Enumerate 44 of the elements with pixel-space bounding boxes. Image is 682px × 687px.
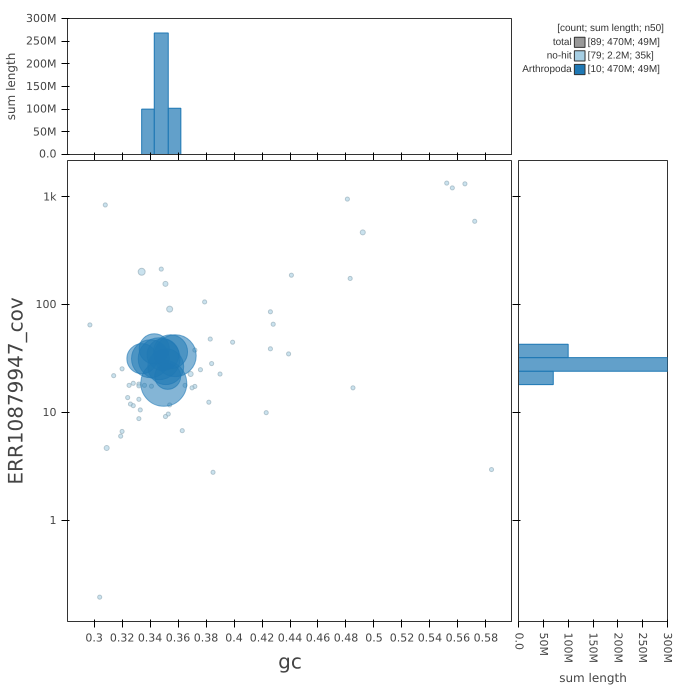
y-tick-label: 1k <box>43 190 58 204</box>
x-tick-label: 200M <box>611 632 624 663</box>
x-tick-label: 0.42 <box>250 632 274 644</box>
x-tick-label: 0.52 <box>390 632 414 644</box>
legend-label: total <box>552 36 572 48</box>
y-tick-label: 250M <box>26 34 57 48</box>
x-tick-label: 0.46 <box>306 632 330 644</box>
x-tick-label: 0.54 <box>418 632 442 644</box>
x-tick-label: 0.38 <box>194 632 218 644</box>
y-tick-label: 300M <box>26 12 57 25</box>
x-tick-label: 0.48 <box>334 632 358 644</box>
legend-title: [count; sum length; n50] <box>557 23 664 34</box>
text: [89; 470M; 49M] <box>588 36 660 48</box>
y-axis-title: ERR10879947_cov <box>4 297 28 485</box>
text: [10; 470M; 49M] <box>588 64 660 75</box>
x-tick-label: 150M <box>586 632 600 663</box>
x-axis-title: sum length <box>559 670 627 685</box>
x-tick-label: 0.5 <box>365 632 383 644</box>
x-tick-label: 0.0 <box>512 632 526 650</box>
y-tick-label: 150M <box>26 80 57 93</box>
x-tick-label: 50M <box>536 632 550 656</box>
x-tick-label: 300M <box>661 632 674 663</box>
y-tick-label: 100M <box>26 102 57 116</box>
x-tick-label: 0.34 <box>138 632 162 644</box>
x-tick-label: 0.3 <box>85 632 103 644</box>
y-tick-label: 10 <box>42 406 57 420</box>
y-tick-label: 100 <box>36 298 57 312</box>
x-tick-label: 0.4 <box>225 632 243 644</box>
y-tick-label: 50M <box>33 125 57 138</box>
x-axis-title: gc <box>278 650 302 674</box>
x-tick-label: 100M <box>562 632 575 663</box>
text: [79; 2.2M; 35k] <box>588 50 654 62</box>
x-tick-label: 0.32 <box>110 632 134 644</box>
y-tick-label: 1 <box>50 514 56 528</box>
legend-label: Arthropoda <box>522 64 572 75</box>
legend-label: no-hit <box>546 50 572 62</box>
x-tick-label: 0.44 <box>278 632 302 644</box>
y-axis-title: sum length <box>4 52 18 120</box>
x-tick-label: 0.56 <box>446 632 470 644</box>
x-tick-label: 250M <box>636 632 650 663</box>
x-tick-label: 0.36 <box>166 632 190 644</box>
y-tick-label: 0.0 <box>39 148 57 160</box>
x-tick-label: 0.58 <box>474 632 498 644</box>
y-tick-label: 200M <box>26 57 57 70</box>
